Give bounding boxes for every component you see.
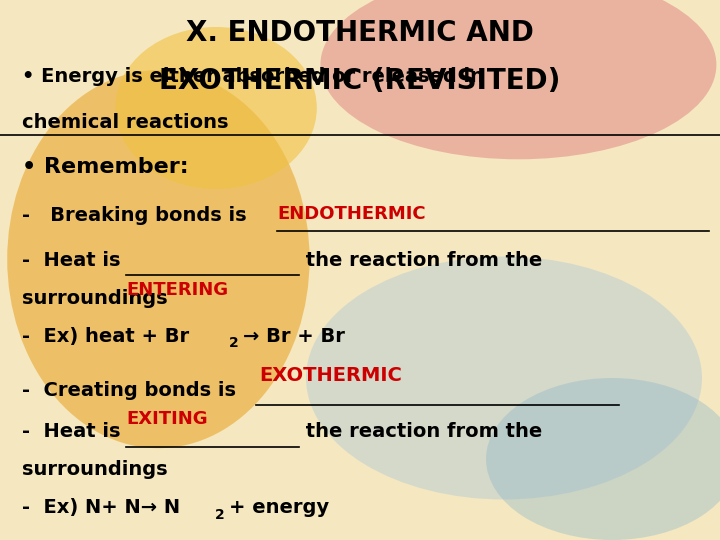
Text: ENTERING: ENTERING (126, 281, 228, 299)
Text: -   Breaking bonds is: - Breaking bonds is (22, 206, 246, 225)
Ellipse shape (115, 27, 317, 189)
Text: → Br + Br: → Br + Br (243, 327, 345, 346)
Ellipse shape (306, 256, 702, 500)
Text: the reaction from the: the reaction from the (299, 422, 542, 441)
Text: -  Creating bonds is: - Creating bonds is (22, 381, 235, 400)
Text: + energy: + energy (229, 498, 329, 517)
Text: X. ENDOTHERMIC AND: X. ENDOTHERMIC AND (186, 19, 534, 47)
Ellipse shape (7, 70, 310, 448)
Text: surroundings: surroundings (22, 460, 167, 479)
Text: chemical reactions: chemical reactions (22, 113, 228, 132)
Text: ENDOTHERMIC: ENDOTHERMIC (277, 205, 426, 223)
Text: -  Heat is: - Heat is (22, 422, 120, 441)
Text: surroundings: surroundings (22, 289, 167, 308)
Text: • Remember:: • Remember: (22, 157, 188, 177)
Text: -  Ex) N+ N→ N: - Ex) N+ N→ N (22, 498, 180, 517)
Ellipse shape (486, 378, 720, 540)
Ellipse shape (320, 0, 716, 159)
Text: 2: 2 (229, 336, 239, 350)
Text: EXOTHERMIC: EXOTHERMIC (259, 366, 402, 384)
Text: EXOTHERMIC (REVISITED): EXOTHERMIC (REVISITED) (159, 68, 561, 96)
Text: EXITING: EXITING (126, 410, 207, 428)
Text: -  Heat is: - Heat is (22, 251, 120, 270)
Text: the reaction from the: the reaction from the (299, 251, 542, 270)
Text: -  Ex) heat + Br: - Ex) heat + Br (22, 327, 189, 346)
Text: 2: 2 (215, 508, 225, 522)
Text: • Energy is either absorbed or released in: • Energy is either absorbed or released … (22, 68, 484, 86)
